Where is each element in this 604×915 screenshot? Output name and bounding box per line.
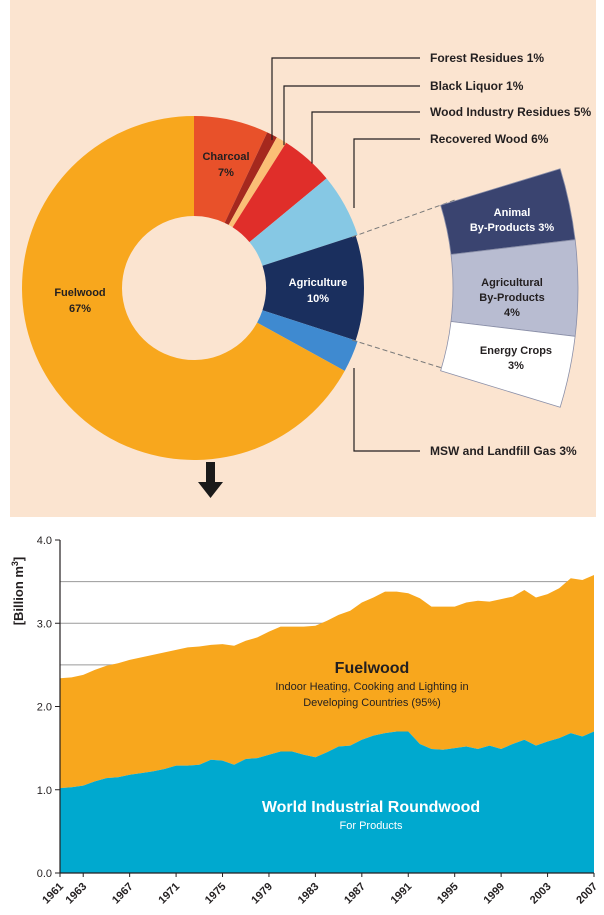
y-tick-label: 2.0 [37, 702, 52, 714]
roundwood-area [60, 731, 594, 873]
recovered-wood-callout: Recovered Wood 6% [430, 132, 549, 146]
x-tick-label: 1983 [296, 881, 322, 907]
donut-slice-wood-industry-residues [232, 142, 327, 243]
y-tick-label: 4.0 [37, 535, 52, 547]
breakdown-label-agricultural-by-products: Agricultural [481, 277, 543, 289]
wood-industry-residues-leader-line [311, 111, 420, 164]
msw-and-landfill-gas-callout: MSW and Landfill Gas 3% [430, 444, 577, 458]
donut-slice-forest-residues [224, 132, 277, 225]
donut-slice-charcoal [194, 116, 268, 223]
breakdown-label-agricultural-by-products: By-Products [479, 292, 544, 304]
roundwood-annotation-subtitle: For Products [340, 820, 403, 832]
wood-industry-residues-callout: Wood Industry Residues 5% [430, 105, 591, 119]
breakdown-connector-top [351, 199, 456, 238]
forest-residues-leader-line [271, 57, 420, 141]
donut-slice-fuelwood [22, 116, 345, 460]
breakdown-connector-bottom [351, 339, 456, 373]
y-tick-label: 3.0 [37, 618, 52, 630]
breakdown-segment-energy-crops [440, 321, 576, 408]
donut-slice-recovered-wood [249, 178, 358, 266]
roundwood-annotation-title: World Industrial Roundwood [262, 799, 480, 816]
breakdown-label-energy-crops: 3% [508, 360, 524, 372]
x-tick-label: 1975 [203, 881, 229, 907]
x-tick-label: 2007 [574, 881, 600, 907]
agriculture-label: Agriculture [289, 277, 348, 289]
x-tick-label: 1999 [481, 881, 507, 907]
y-axis-label: [Billion m3] [10, 557, 26, 626]
biomass-sources-donut-chart: Charcoal 7% Fuelwood 67% Agriculture 10% Fores… [22, 51, 591, 498]
donut-slice-agriculture [262, 235, 364, 341]
breakdown-label-animal-by-products: By-Products 3% [470, 222, 555, 234]
fuelwood-label: Fuelwood [54, 287, 105, 299]
down-arrow-icon [198, 462, 223, 498]
y-tick-label: 1.0 [37, 785, 52, 797]
donut-slice-msw-and-landfill-gas [257, 310, 358, 371]
charcoal-value: 7% [218, 167, 234, 179]
x-tick-label: 1963 [64, 881, 90, 907]
fuelwood-annotation-title: Fuelwood [335, 660, 410, 677]
x-tick-label: 1991 [389, 881, 415, 907]
fuelwood-annotation-line-2: Developing Countries (95%) [303, 697, 441, 709]
y-tick-label: 0.0 [37, 868, 52, 880]
agriculture-value: 10% [307, 293, 329, 305]
recovered-wood-leader-line [353, 138, 420, 209]
msw-and-landfill-gas-leader-line [353, 368, 420, 452]
breakdown-label-energy-crops: Energy Crops [480, 345, 552, 357]
x-tick-label: 1979 [249, 881, 275, 907]
x-tick-label: 2003 [528, 881, 554, 907]
fuelwood-area [60, 574, 594, 789]
breakdown-label-agricultural-by-products: 4% [504, 307, 520, 319]
x-tick-label: 1961 [40, 881, 66, 907]
donut-slice-black-liquor [228, 137, 287, 228]
forest-residues-callout: Forest Residues 1% [430, 51, 544, 65]
black-liquor-leader-line [283, 85, 420, 146]
x-tick-label: 1967 [110, 881, 136, 907]
breakdown-label-animal-by-products: Animal [494, 207, 531, 219]
fuelwood-annotation-line-1: Indoor Heating, Cooking and Lighting in [275, 681, 468, 693]
black-liquor-callout: Black Liquor 1% [430, 79, 524, 93]
x-tick-label: 1971 [156, 881, 182, 907]
charcoal-label: Charcoal [202, 151, 249, 163]
x-tick-label: 1995 [435, 881, 461, 907]
fuelwood-value: 67% [69, 303, 91, 315]
x-tick-label: 1987 [342, 881, 368, 907]
